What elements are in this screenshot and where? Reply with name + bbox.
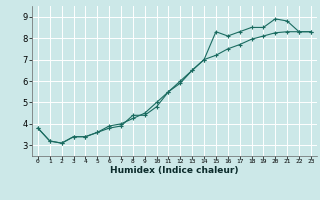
X-axis label: Humidex (Indice chaleur): Humidex (Indice chaleur) bbox=[110, 166, 239, 175]
